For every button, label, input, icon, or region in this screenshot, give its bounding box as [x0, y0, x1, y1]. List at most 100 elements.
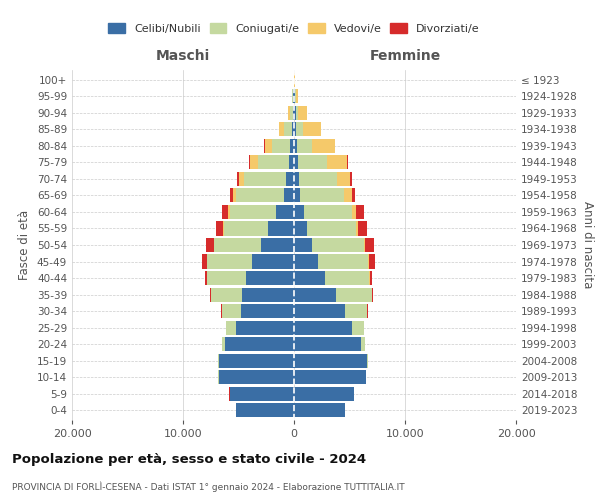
Bar	[292, 122, 294, 136]
Bar	[294, 403, 345, 417]
Bar	[294, 222, 307, 235]
Bar	[230, 188, 233, 202]
Text: Maschi: Maschi	[156, 48, 210, 62]
Bar	[352, 188, 355, 202]
Bar	[258, 156, 289, 170]
Bar	[208, 254, 252, 268]
Bar	[246, 271, 294, 285]
Bar	[299, 188, 344, 202]
Bar	[296, 122, 303, 136]
Bar	[250, 156, 258, 170]
Bar	[236, 403, 294, 417]
Bar	[290, 106, 293, 120]
Bar	[236, 320, 294, 334]
Bar	[294, 90, 295, 104]
Bar	[218, 370, 294, 384]
Bar	[226, 320, 236, 334]
Bar	[298, 106, 307, 120]
Bar	[294, 254, 319, 268]
Bar	[367, 354, 368, 368]
Bar	[365, 238, 374, 252]
Bar	[284, 122, 292, 136]
Bar	[239, 172, 244, 186]
Text: PROVINCIA DI FORLÌ-CESENA - Dati ISTAT 1° gennaio 2024 - Elaborazione TUTTITALIA: PROVINCIA DI FORLÌ-CESENA - Dati ISTAT 1…	[12, 481, 404, 492]
Bar	[313, 139, 335, 153]
Text: Popolazione per età, sesso e stato civile - 2024: Popolazione per età, sesso e stato civil…	[12, 452, 366, 466]
Bar	[370, 271, 372, 285]
Bar	[361, 337, 365, 351]
Bar	[233, 188, 236, 202]
Bar	[294, 370, 366, 384]
Bar	[319, 254, 368, 268]
Bar	[205, 271, 208, 285]
Bar	[294, 337, 361, 351]
Bar	[294, 122, 296, 136]
Bar	[202, 254, 207, 268]
Bar	[294, 188, 299, 202]
Bar	[214, 238, 260, 252]
Bar	[345, 304, 367, 318]
Bar	[224, 222, 268, 235]
Bar	[222, 304, 241, 318]
Bar	[364, 238, 365, 252]
Bar	[272, 139, 290, 153]
Bar	[241, 304, 294, 318]
Y-axis label: Anni di nascita: Anni di nascita	[581, 202, 594, 288]
Bar	[352, 205, 356, 219]
Bar	[294, 205, 304, 219]
Bar	[369, 254, 376, 268]
Bar	[230, 205, 276, 219]
Bar	[296, 90, 298, 104]
Bar	[294, 172, 299, 186]
Bar	[279, 122, 284, 136]
Bar	[244, 172, 286, 186]
Bar	[228, 205, 230, 219]
Bar	[298, 156, 327, 170]
Bar	[347, 156, 348, 170]
Bar	[304, 205, 352, 219]
Bar	[350, 172, 352, 186]
Bar	[268, 222, 294, 235]
Bar	[297, 139, 313, 153]
Bar	[336, 288, 372, 302]
Bar	[211, 288, 242, 302]
Bar	[358, 222, 367, 235]
Bar	[236, 188, 284, 202]
Bar	[286, 172, 294, 186]
Bar	[289, 156, 294, 170]
Bar	[242, 288, 294, 302]
Bar	[372, 288, 373, 302]
Bar	[208, 271, 246, 285]
Bar	[209, 288, 211, 302]
Bar	[265, 139, 272, 153]
Bar	[222, 205, 228, 219]
Text: Femmine: Femmine	[370, 48, 440, 62]
Bar	[288, 106, 290, 120]
Bar	[215, 222, 223, 235]
Bar	[294, 288, 336, 302]
Bar	[356, 205, 364, 219]
Bar	[260, 238, 294, 252]
Bar	[218, 354, 294, 368]
Bar	[299, 172, 337, 186]
Bar	[294, 271, 325, 285]
Bar	[293, 90, 294, 104]
Bar	[237, 172, 239, 186]
Bar	[294, 106, 296, 120]
Bar	[276, 205, 294, 219]
Bar	[303, 122, 320, 136]
Y-axis label: Fasce di età: Fasce di età	[19, 210, 31, 280]
Bar	[294, 320, 352, 334]
Bar	[294, 238, 312, 252]
Legend: Celibi/Nubili, Coniugati/e, Vedovi/e, Divorziati/e: Celibi/Nubili, Coniugati/e, Vedovi/e, Di…	[105, 20, 483, 37]
Bar	[249, 156, 250, 170]
Bar	[356, 222, 358, 235]
Bar	[206, 238, 214, 252]
Bar	[223, 222, 224, 235]
Bar	[325, 271, 370, 285]
Bar	[294, 354, 367, 368]
Bar	[230, 386, 294, 400]
Bar	[294, 304, 345, 318]
Bar	[294, 386, 354, 400]
Bar	[290, 139, 294, 153]
